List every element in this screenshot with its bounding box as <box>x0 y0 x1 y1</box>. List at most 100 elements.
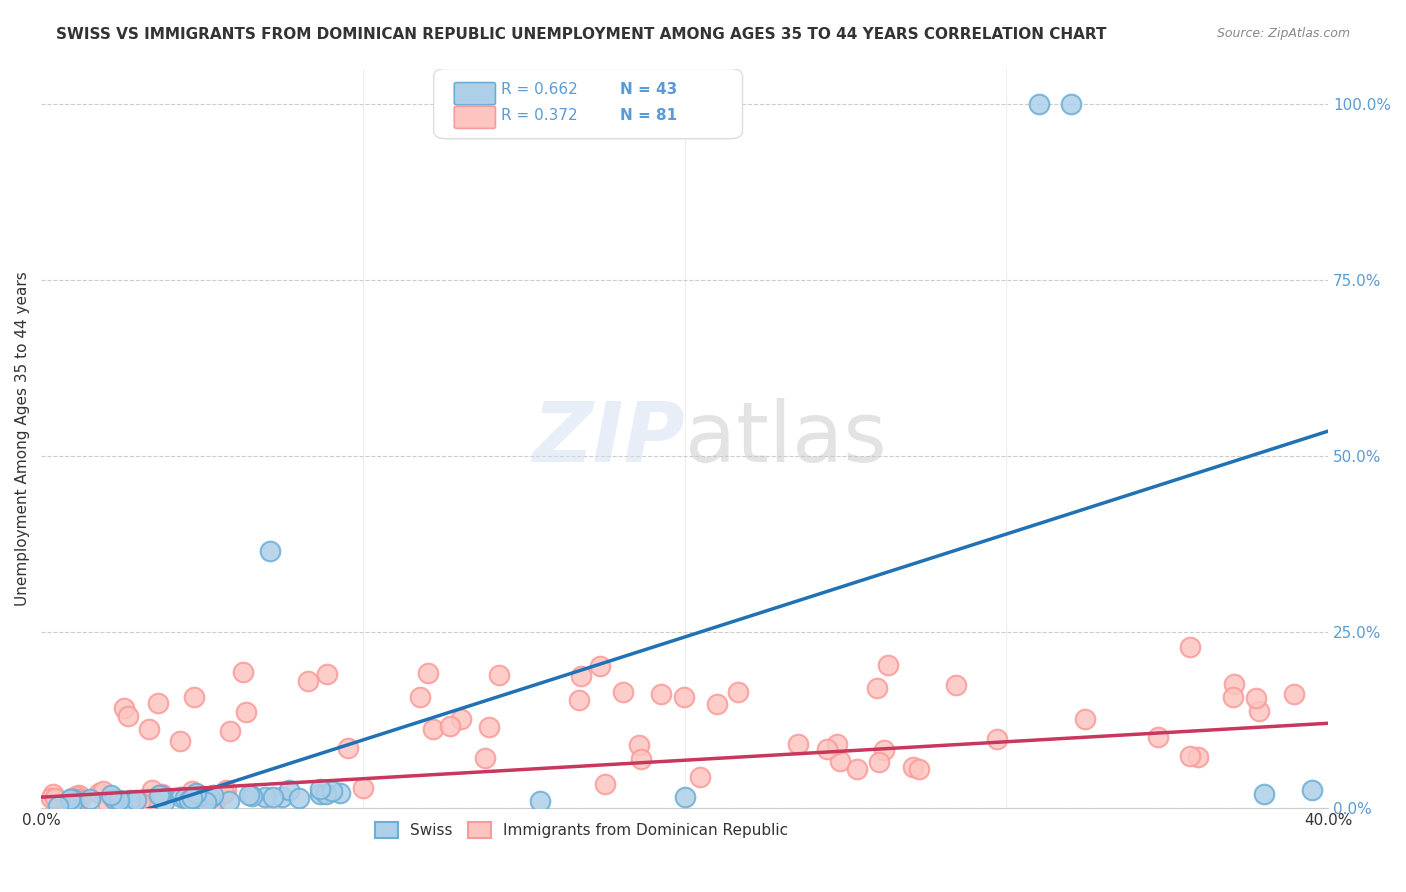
Point <box>568 693 591 707</box>
Point <box>205 793 228 807</box>
Point <box>135 792 157 806</box>
Point <box>65 792 87 806</box>
Point <box>188 789 211 803</box>
Point <box>79 792 101 806</box>
Point <box>97 797 120 812</box>
Point <box>908 763 931 777</box>
Point <box>593 777 616 791</box>
Point <box>69 791 91 805</box>
Point <box>828 754 851 768</box>
Text: ZIP: ZIP <box>531 398 685 479</box>
Point <box>59 792 82 806</box>
Point <box>212 786 235 800</box>
Point <box>673 790 696 805</box>
Point <box>845 762 868 776</box>
Point <box>439 719 461 733</box>
Point <box>240 789 263 804</box>
Point <box>117 708 139 723</box>
Point <box>87 786 110 800</box>
Point <box>1146 730 1168 744</box>
Point <box>422 722 444 736</box>
Point <box>1249 704 1271 718</box>
Point <box>150 787 173 801</box>
Point <box>169 734 191 748</box>
Point <box>866 681 889 695</box>
Point <box>65 789 87 803</box>
Point <box>1187 749 1209 764</box>
Point <box>270 789 292 804</box>
Point <box>195 792 218 806</box>
Point <box>179 793 201 807</box>
Point <box>903 760 925 774</box>
Point <box>1301 783 1323 797</box>
Point <box>183 690 205 704</box>
Point <box>474 751 496 765</box>
Point <box>689 770 711 784</box>
Point <box>67 788 90 802</box>
Point <box>612 685 634 699</box>
Text: N = 43: N = 43 <box>620 82 678 97</box>
Point <box>589 658 612 673</box>
Text: R = 0.372: R = 0.372 <box>501 108 578 122</box>
Point <box>120 793 142 807</box>
Point <box>1178 749 1201 764</box>
Point <box>873 743 896 757</box>
Point <box>180 783 202 797</box>
Point <box>1222 690 1244 704</box>
Point <box>45 793 67 807</box>
Point <box>1028 96 1050 111</box>
Point <box>194 795 217 809</box>
Point <box>868 755 890 769</box>
Point <box>181 790 204 805</box>
Text: N = 81: N = 81 <box>620 108 678 122</box>
Point <box>44 791 66 805</box>
Point <box>39 791 62 805</box>
FancyBboxPatch shape <box>454 83 495 104</box>
Point <box>945 678 967 692</box>
Point <box>727 685 749 699</box>
Point <box>60 791 83 805</box>
Point <box>238 788 260 802</box>
Point <box>42 787 65 801</box>
Point <box>198 791 221 805</box>
Point <box>529 794 551 808</box>
Point <box>215 783 238 797</box>
Point <box>100 789 122 803</box>
Point <box>62 791 84 805</box>
Point <box>1223 676 1246 690</box>
Point <box>706 698 728 712</box>
Point <box>336 740 359 755</box>
Point <box>418 666 440 681</box>
Point <box>673 690 696 704</box>
Point <box>825 737 848 751</box>
Point <box>262 789 284 804</box>
Point <box>787 737 810 751</box>
Point <box>1244 690 1267 705</box>
Point <box>218 794 240 808</box>
Point <box>1060 96 1083 111</box>
FancyBboxPatch shape <box>433 69 742 139</box>
Point <box>1282 687 1305 701</box>
Text: R = 0.662: R = 0.662 <box>501 82 578 97</box>
Point <box>103 791 125 805</box>
Point <box>297 674 319 689</box>
Point <box>309 781 332 796</box>
Point <box>321 783 343 797</box>
FancyBboxPatch shape <box>454 106 495 128</box>
Point <box>815 741 838 756</box>
Point <box>128 795 150 809</box>
Point <box>1178 640 1201 654</box>
Point <box>329 786 352 800</box>
Point <box>630 752 652 766</box>
Point <box>125 793 148 807</box>
Point <box>169 790 191 805</box>
Point <box>148 788 170 802</box>
Point <box>309 787 332 801</box>
Text: SWISS VS IMMIGRANTS FROM DOMINICAN REPUBLIC UNEMPLOYMENT AMONG AGES 35 TO 44 YEA: SWISS VS IMMIGRANTS FROM DOMINICAN REPUB… <box>56 27 1107 42</box>
Point <box>235 705 257 719</box>
Point <box>60 796 83 810</box>
Point <box>202 788 225 802</box>
Point <box>146 696 169 710</box>
Point <box>569 669 592 683</box>
Point <box>650 687 672 701</box>
